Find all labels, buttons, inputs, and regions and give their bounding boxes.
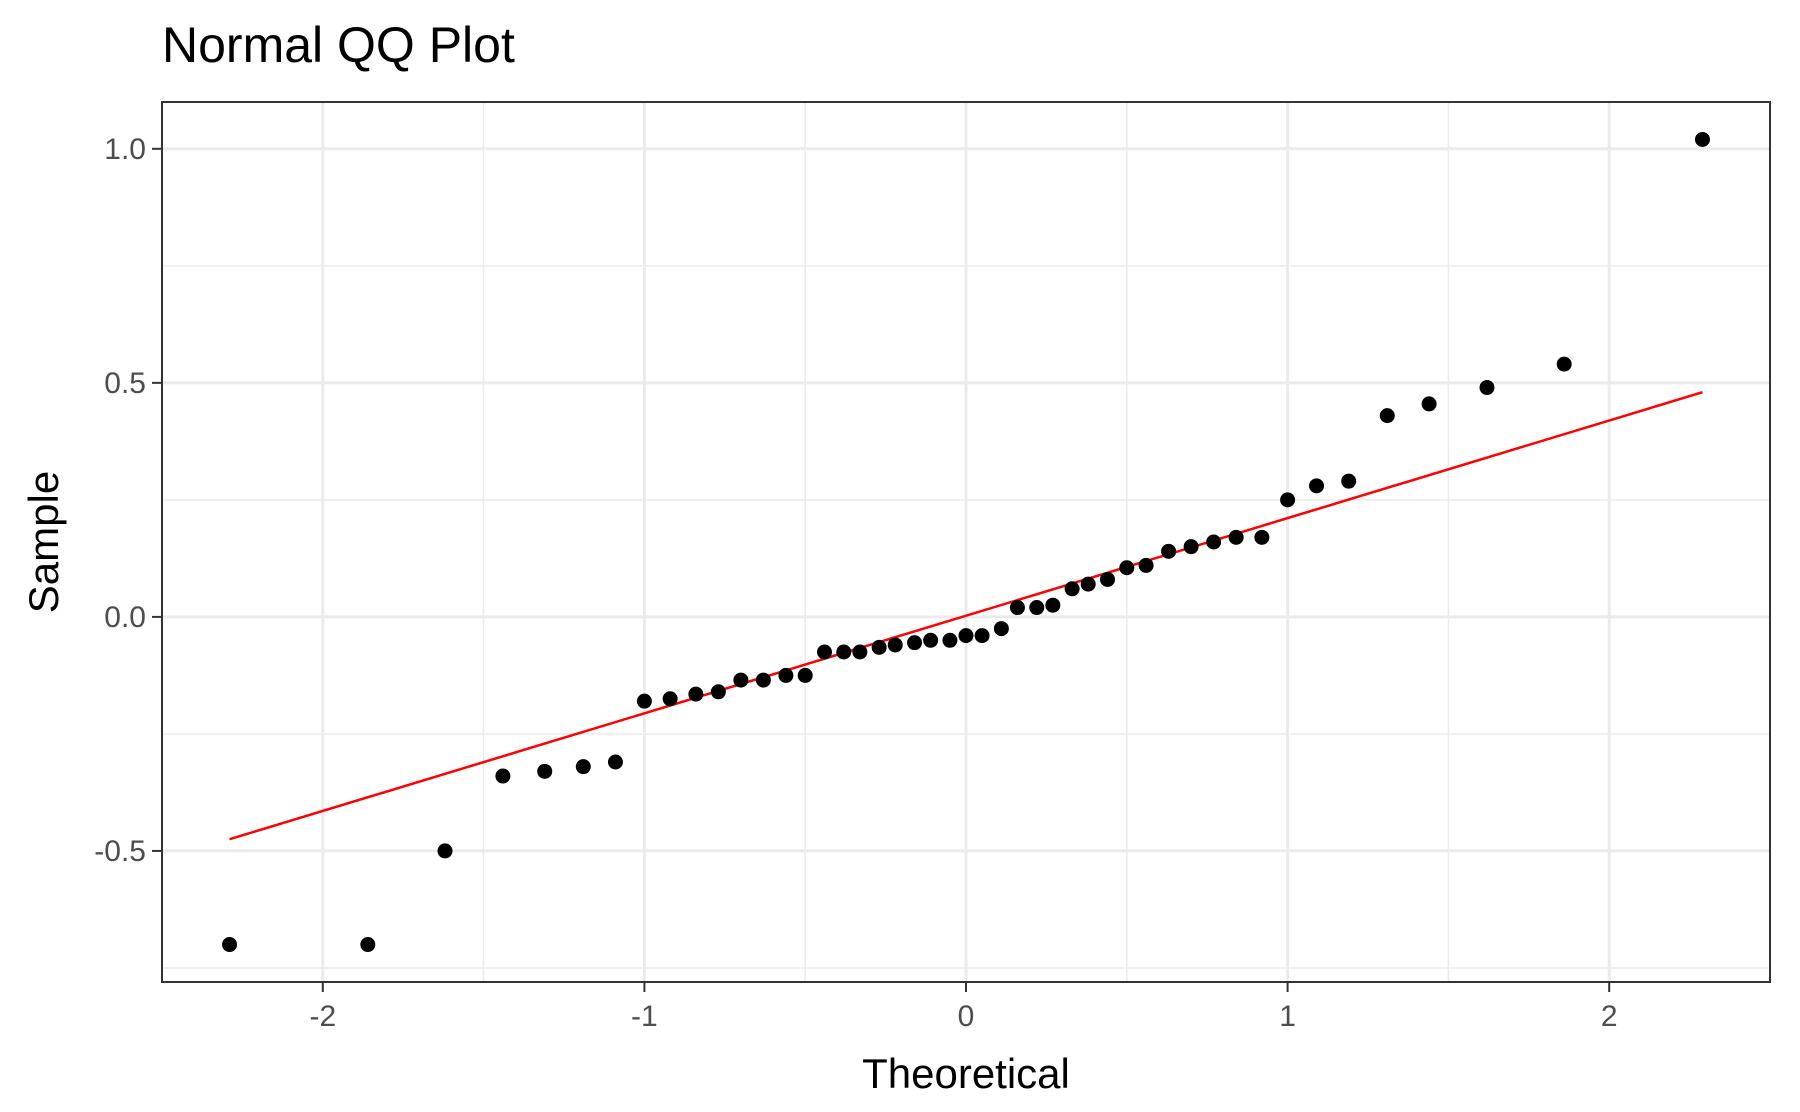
data-point [1029,600,1045,616]
data-point [437,843,453,859]
y-tick-label: -0.5 [94,835,146,868]
data-point [537,763,553,779]
data-point [755,672,771,688]
data-point [1280,492,1296,508]
data-point [688,686,704,702]
y-axis-ticks: -0.5 0.0 0.5 1.0 [94,133,162,868]
qq-reference-line [229,391,1703,841]
y-tick-label: 1.0 [104,133,146,166]
x-axis-title: Theoretical [862,1050,1070,1097]
data-point [993,621,1009,637]
reference-line-group [229,391,1703,841]
x-tick-label: 0 [958,1000,975,1033]
x-tick-label: -2 [309,1000,336,1033]
data-point [923,632,939,648]
y-tick-label: 0.5 [104,367,146,400]
data-point [1228,529,1244,545]
data-point [733,672,749,688]
data-point [607,754,623,770]
data-point [222,937,238,953]
x-axis-ticks: -2 -1 0 1 2 [309,982,1618,1033]
data-point [1479,380,1495,396]
data-point [1341,473,1357,489]
y-tick-label: 0.0 [104,601,146,634]
data-point [871,639,887,655]
data-point [575,759,591,775]
data-point [1100,571,1116,587]
data-point [1045,597,1061,613]
data-point [816,644,832,660]
data-point [852,644,868,660]
chart-title: Normal QQ Plot [162,17,515,73]
data-point [1183,539,1199,555]
data-point [1421,396,1437,412]
data-point [360,937,376,953]
data-point [1119,560,1135,576]
data-point [958,628,974,644]
y-axis-title: Sample [20,471,67,613]
data-point [1309,478,1325,494]
data-point [1556,356,1572,372]
data-point [1379,408,1395,424]
data-point [887,637,903,653]
x-tick-label: -1 [631,1000,658,1033]
x-tick-label: 1 [1279,1000,1296,1033]
data-point [778,667,794,683]
data-point [942,632,958,648]
data-point [1080,576,1096,592]
data-point [797,667,813,683]
data-point [1138,557,1154,573]
data-point [1206,534,1222,550]
data-point [974,628,990,644]
x-tick-label: 2 [1601,1000,1618,1033]
data-point [1009,600,1025,616]
data-point [836,644,852,660]
data-point [1254,529,1270,545]
data-point [710,684,726,700]
data-point [636,693,652,709]
data-point [662,691,678,707]
data-point [1064,581,1080,597]
data-point [907,635,923,651]
data-point [1694,131,1710,147]
sample-points [222,131,1710,953]
data-point [495,768,511,784]
data-point [1161,543,1177,559]
